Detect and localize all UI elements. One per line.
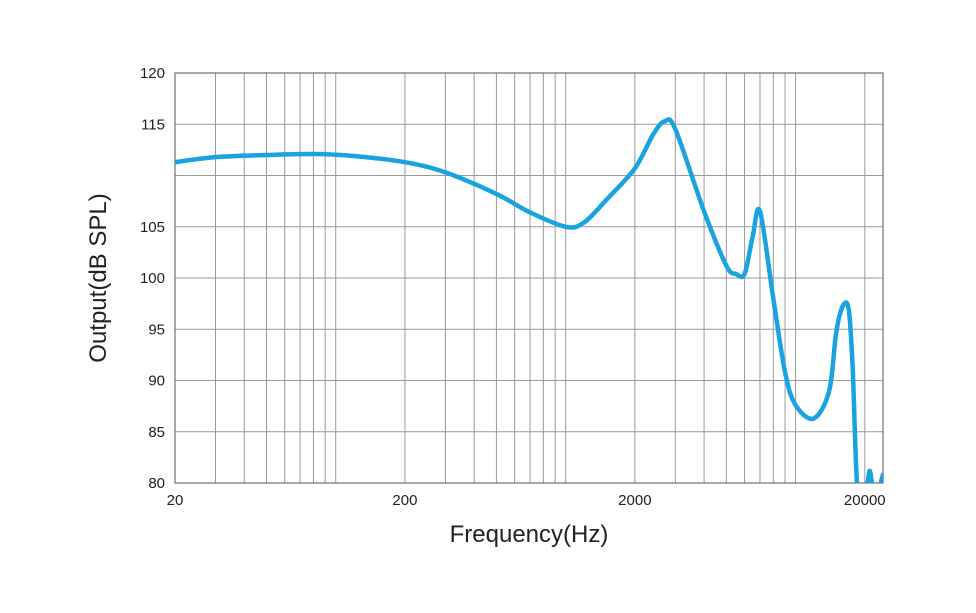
y-axis-label: Output(dB SPL) (85, 193, 112, 362)
y-tick-label: 115 (141, 116, 165, 133)
x-tick-label: 20000 (844, 492, 886, 509)
horizontal-grid-lines (175, 123, 883, 433)
x-axis-label: Frequency(Hz) (450, 521, 609, 548)
y-tick-label: 95 (148, 321, 165, 338)
x-tick-label: 2000 (618, 492, 651, 509)
y-tick-label: 90 (148, 373, 165, 390)
y-tick-label: 80 (148, 475, 165, 492)
y-tick-label: 105 (140, 219, 165, 236)
y-tick-labels: 80 85 90 95 100 105 115 120 (140, 65, 165, 492)
plot-frame (174, 72, 884, 484)
y-tick-label: 120 (140, 65, 165, 82)
x-tick-label: 20 (167, 492, 184, 509)
series-line (175, 117, 883, 483)
x-tick-labels: 20 200 2000 20000 (167, 492, 886, 509)
y-tick-label: 100 (140, 270, 165, 287)
y-tick-label: 85 (148, 424, 165, 441)
x-tick-label: 200 (392, 492, 417, 509)
